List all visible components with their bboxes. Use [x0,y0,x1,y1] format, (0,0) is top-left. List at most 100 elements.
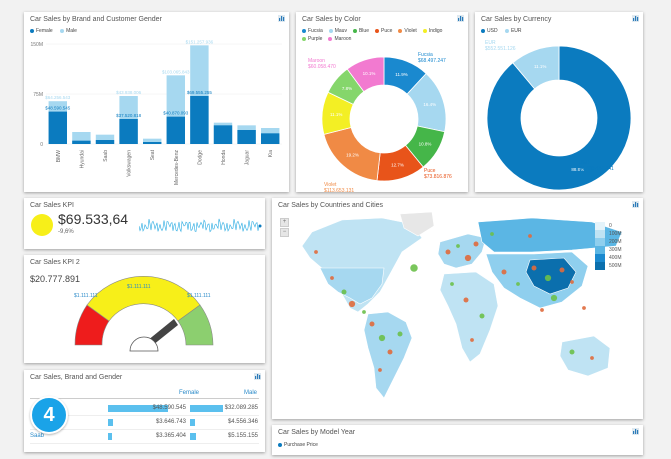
male-value: $32.089.285 [224,405,258,411]
gauge-green-band [177,304,214,346]
world-map[interactable] [272,212,643,417]
city-marker[interactable] [569,349,575,355]
bar-male[interactable] [95,134,115,144]
legend-mauv[interactable]: Mauv [328,27,347,35]
export-icon[interactable] [632,15,639,22]
female-value: $3.365.404 [155,433,186,439]
bar-female[interactable] [48,111,68,144]
legend-maroon[interactable]: Maroon [328,35,351,43]
africa[interactable] [439,271,499,363]
table-row[interactable]: Saab $3.365.404 $5.155.155 [30,431,259,444]
city-marker[interactable] [582,306,586,310]
city-marker[interactable] [378,368,382,372]
city-marker[interactable] [540,308,544,312]
city-marker[interactable] [528,234,532,238]
city-marker[interactable] [397,331,403,337]
city-marker[interactable] [464,254,472,262]
city-marker[interactable] [479,313,485,319]
table-row[interactable]: $3.646.743 $4.556.346 [30,417,259,430]
x-tick-label: Honda [221,150,227,165]
australia[interactable] [559,335,611,377]
x-tick-label: Seat [150,149,156,160]
zoom-out-button[interactable]: − [280,228,289,237]
color-pct-label: 10.1% [363,71,376,76]
bar-female[interactable] [237,130,256,144]
bar-female[interactable] [72,140,91,144]
city-marker[interactable] [490,232,494,236]
city-marker[interactable] [348,300,356,308]
city-marker[interactable] [369,321,375,327]
female-bar [108,419,113,426]
city-markers[interactable] [314,232,594,372]
color-slice-label: $113.653.131 [324,188,354,192]
city-marker[interactable] [445,249,451,255]
legend-fucsia[interactable]: Fucsia [302,27,323,35]
model-year-legend[interactable]: Purchase Price [278,442,318,448]
export-icon[interactable] [632,201,639,208]
russia[interactable] [477,217,623,253]
city-marker[interactable] [378,334,386,342]
city-marker[interactable] [473,241,479,247]
city-marker[interactable] [330,276,334,280]
city-marker[interactable] [516,282,520,286]
city-marker[interactable] [531,265,537,271]
bar-female[interactable] [260,133,280,144]
city-marker[interactable] [410,264,418,272]
currency-slice-eur[interactable] [512,45,560,90]
city-marker[interactable] [470,338,474,342]
legend-purple[interactable]: Purple [302,35,322,43]
city-marker[interactable] [544,274,552,282]
currency-legend: USD EUR [481,28,528,34]
table-row[interactable]: $48.590.545 $32.089.285 [30,403,259,416]
color-slice-maroon[interactable] [346,56,385,93]
legend-indigo[interactable]: Indigo [422,27,442,35]
export-icon[interactable] [457,15,464,22]
legend-puce[interactable]: Puce [374,27,392,35]
y-tick-label: 0 [40,142,43,148]
city-marker[interactable] [362,310,366,314]
legend-blue[interactable]: Blue [352,27,369,35]
city-marker[interactable] [559,267,565,273]
bar-male[interactable] [142,138,162,144]
city-marker[interactable] [550,294,558,302]
bar-female[interactable] [119,119,138,144]
china[interactable] [525,257,577,295]
bar-female[interactable] [166,116,186,144]
brand-gender-bar-chart: 0 75M 150M $64.256.543 $48.590.545 BMW Hyundai… [30,39,282,185]
city-marker[interactable] [590,356,594,360]
legend-eur[interactable]: EUR [504,28,522,34]
gauge-right-label: $1.111.111 [187,293,211,299]
legend-female[interactable]: Female [30,28,53,34]
legend-male[interactable]: Male [60,28,77,34]
sparkline-path [139,218,260,233]
zoom-in-button[interactable]: + [280,218,289,227]
col-male-header[interactable]: Male [244,390,258,396]
bar-female[interactable] [95,140,115,144]
city-marker[interactable] [387,349,393,355]
bar-female[interactable] [213,125,233,144]
male-bar [190,433,196,440]
export-icon[interactable] [254,373,261,380]
bar-female[interactable] [142,142,162,144]
export-icon[interactable] [278,15,285,22]
export-icon[interactable] [632,428,639,435]
currency-slice-usd[interactable] [486,45,632,191]
data-label-male: $103.065.843 [162,69,190,74]
col-female-header[interactable]: Female [179,390,200,396]
color-pct-label: 7.8% [342,86,352,91]
usa[interactable] [319,267,385,305]
europe[interactable] [437,233,487,269]
legend-violet[interactable]: Violet [398,27,417,35]
female-bar [108,433,113,440]
currency-slice-label: USD [579,160,590,166]
legend-usd[interactable]: USD [481,28,498,34]
bar-female[interactable] [190,96,209,144]
city-marker[interactable] [570,280,574,284]
city-marker[interactable] [463,297,469,303]
greenland[interactable] [399,212,435,237]
city-marker[interactable] [501,269,507,275]
city-marker[interactable] [314,250,318,254]
city-marker[interactable] [456,244,460,248]
city-marker[interactable] [450,282,454,286]
city-marker[interactable] [341,289,347,295]
